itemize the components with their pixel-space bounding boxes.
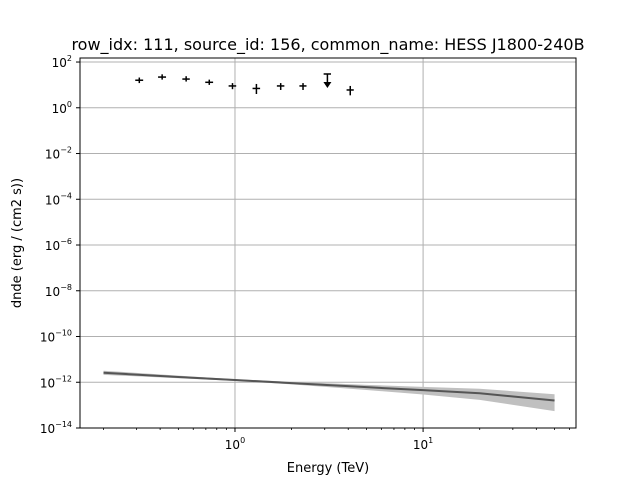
y-tick-label: 10−6	[45, 237, 72, 253]
model-line	[103, 371, 555, 402]
y-tick-label: 10−14	[40, 420, 72, 436]
chart-title: row_idx: 111, source_id: 156, common_nam…	[71, 35, 584, 55]
x-axis-label: Energy (TeV)	[287, 461, 369, 476]
y-tick-label: 10−4	[45, 191, 72, 207]
y-axis-label: dnde (erg / (cm2 s))	[10, 178, 25, 308]
y-tick-label: 10−8	[45, 283, 72, 299]
y-tick-label: 10−2	[45, 146, 72, 162]
y-tick-label: 10−12	[40, 374, 72, 390]
axes-frame	[79, 57, 577, 429]
x-tick-label: 100	[225, 436, 245, 452]
y-tick-label: 102	[52, 54, 72, 70]
y-tick-label: 10−10	[40, 329, 72, 345]
y-tick-label: 100	[52, 100, 72, 116]
upper-limit-arrow	[323, 81, 332, 88]
x-tick-label: 101	[413, 436, 433, 452]
